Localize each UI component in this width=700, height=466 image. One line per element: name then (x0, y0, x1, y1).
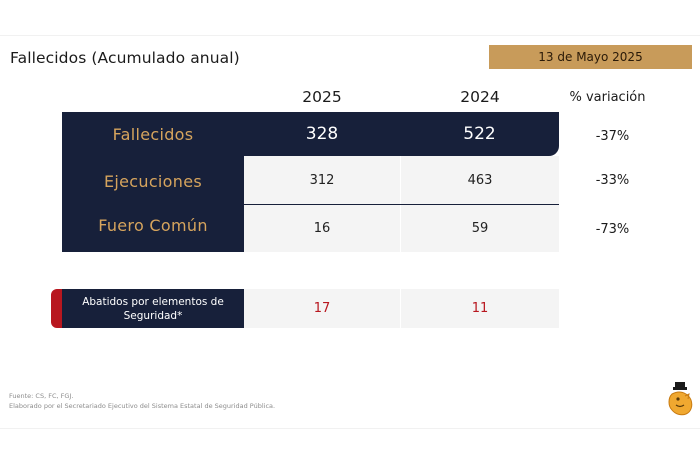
date-badge: 13 de Mayo 2025 (489, 45, 692, 69)
variation-fallecidos: -37% (595, 129, 630, 144)
row-label-fallecidos: Fallecidos (112, 124, 194, 144)
red-accent-tab (51, 289, 65, 328)
row-label-abatidos: Abatidos por elementos de Seguridad* (62, 289, 244, 328)
footer-source: Fuente: CS, FC, FGJ. (9, 392, 74, 400)
value-2024-ejecuciones: 463 (467, 172, 493, 188)
value-2025-abatidos: 17 (244, 289, 401, 328)
lion-crest-icon (668, 382, 693, 416)
column-header-2025: 2025 (302, 88, 342, 106)
page-title: Fallecidos (Acumulado anual) (10, 49, 240, 67)
table-row-fallecidos: Fallecidos 328 522 (62, 112, 559, 156)
column-header-2024: 2024 (460, 88, 500, 106)
value-2024-fallecidos: 522 (463, 124, 496, 144)
variation-fuero-comun: -73% (595, 222, 630, 237)
value-2025-fuero-comun: 16 (244, 205, 401, 252)
value-2024-abatidos: 11 (471, 301, 489, 316)
value-2024-fuero-comun: 59 (471, 221, 489, 236)
value-2025-fallecidos: 328 (305, 124, 339, 144)
value-2025-ejecuciones: 312 (244, 156, 401, 204)
footer-credit: Elaborado por el Secretariado Ejecutivo … (9, 402, 276, 410)
sub-rows-label-panel: Ejecuciones Fuero Común (62, 156, 244, 252)
column-header-variation: % variación (569, 90, 646, 105)
row-label-fuero-comun: Fuero Común (98, 215, 208, 235)
row-label-ejecuciones: Ejecuciones (104, 171, 202, 191)
abatidos-values-grid: 17 11 (244, 289, 559, 328)
row-divider (244, 204, 559, 205)
abatidos-label-text: Abatidos por elementos de Seguridad* (82, 295, 224, 322)
variation-ejecuciones: -33% (595, 173, 630, 188)
